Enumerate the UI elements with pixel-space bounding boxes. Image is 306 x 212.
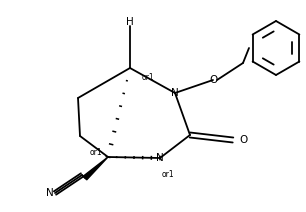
Text: or1: or1: [142, 74, 155, 82]
Text: N: N: [171, 88, 179, 98]
Text: O: O: [209, 75, 217, 85]
Text: or1: or1: [90, 148, 103, 157]
Text: N: N: [156, 153, 164, 163]
Text: N: N: [46, 188, 54, 198]
Polygon shape: [83, 157, 108, 180]
Text: H: H: [126, 17, 134, 27]
Text: O: O: [239, 135, 247, 145]
Text: or1: or1: [162, 170, 174, 179]
